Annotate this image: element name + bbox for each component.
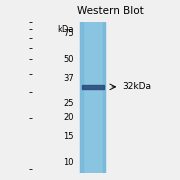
Text: 10: 10 xyxy=(64,158,74,167)
Bar xyxy=(80,22,83,173)
Text: Western Blot: Western Blot xyxy=(77,6,144,15)
Bar xyxy=(103,22,105,173)
Bar xyxy=(80,22,105,173)
Text: 32kDa: 32kDa xyxy=(122,82,151,91)
Text: kDa: kDa xyxy=(57,25,74,34)
Text: 37: 37 xyxy=(63,74,74,83)
Text: 20: 20 xyxy=(64,113,74,122)
Text: 50: 50 xyxy=(64,55,74,64)
Text: 75: 75 xyxy=(63,29,74,38)
Text: 15: 15 xyxy=(64,132,74,141)
Text: 25: 25 xyxy=(64,99,74,108)
